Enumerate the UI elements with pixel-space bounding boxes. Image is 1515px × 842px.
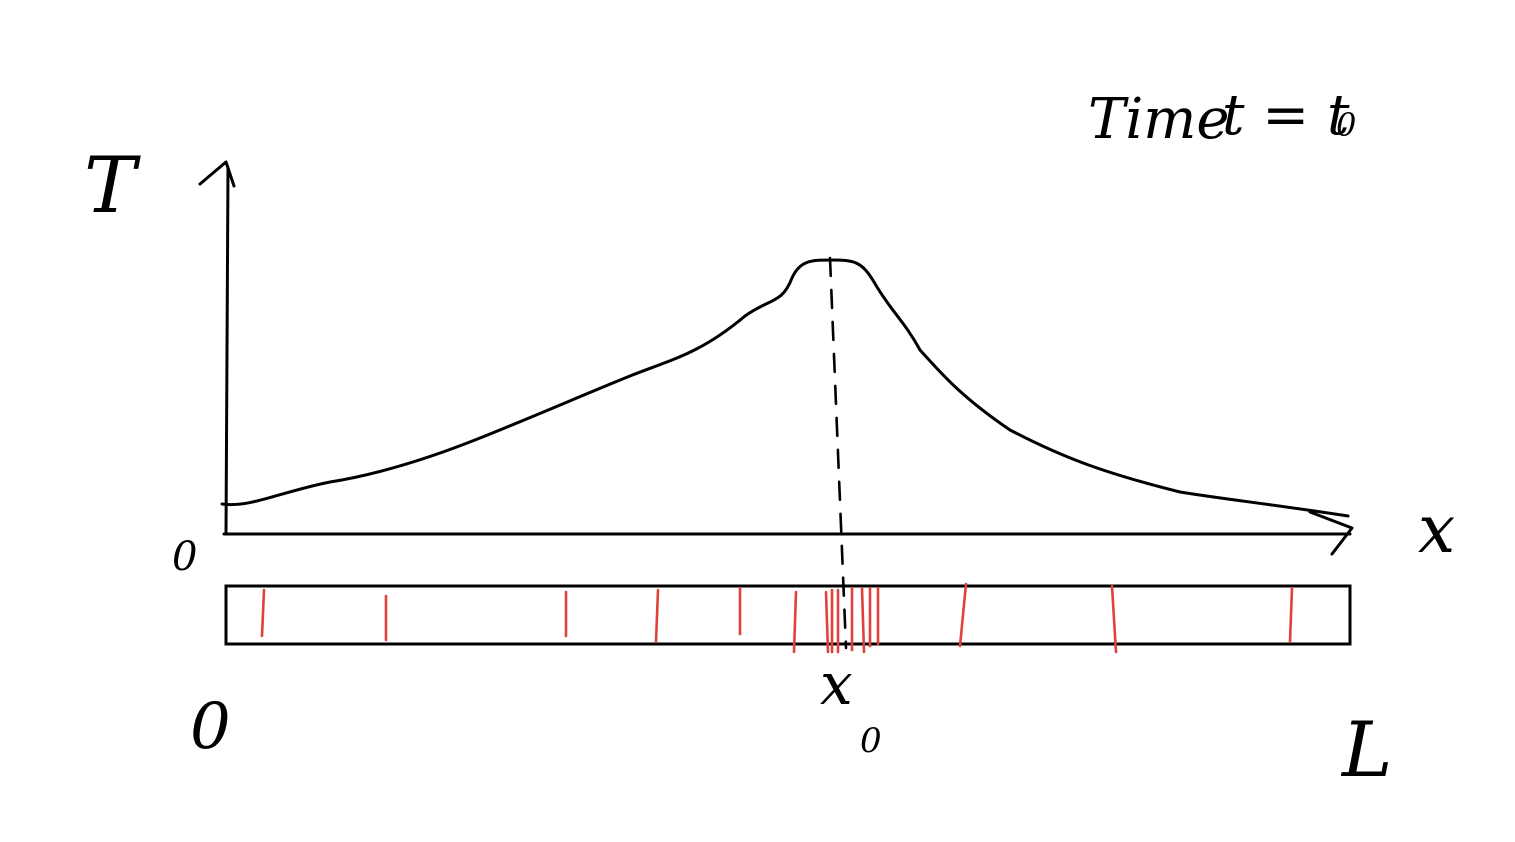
x0-subscript: 0 [860, 721, 882, 761]
rod [224, 584, 1352, 646]
time-equation: t = t [1222, 83, 1350, 148]
peak-dashed-line [828, 256, 848, 650]
temperature-curve [220, 258, 1350, 518]
rod-start-label: 0 [190, 690, 231, 764]
rod-mark [792, 590, 798, 654]
time-subscript: 0 [1336, 106, 1356, 144]
rod-mark [654, 588, 660, 644]
rod-mark [1110, 584, 1118, 654]
graph-origin-label: 0 [172, 534, 197, 580]
y-axis-label: T [84, 141, 141, 231]
rod-mark [260, 588, 266, 638]
rod-mark [958, 582, 968, 648]
time-label: Time t = t 0 [1088, 83, 1356, 152]
x-axis-label: x [1418, 491, 1455, 568]
rod-mark [824, 590, 830, 654]
y-axis-arrowhead [198, 160, 236, 188]
rod-mark [860, 586, 866, 654]
time-word: Time [1088, 87, 1230, 152]
rod-end-label: L [1340, 705, 1392, 794]
x-axis-arrowhead [1308, 510, 1354, 556]
rod-mark [1288, 586, 1294, 644]
y-axis [224, 166, 230, 536]
rod-marks [260, 582, 1294, 654]
x0-label: x [820, 650, 853, 718]
